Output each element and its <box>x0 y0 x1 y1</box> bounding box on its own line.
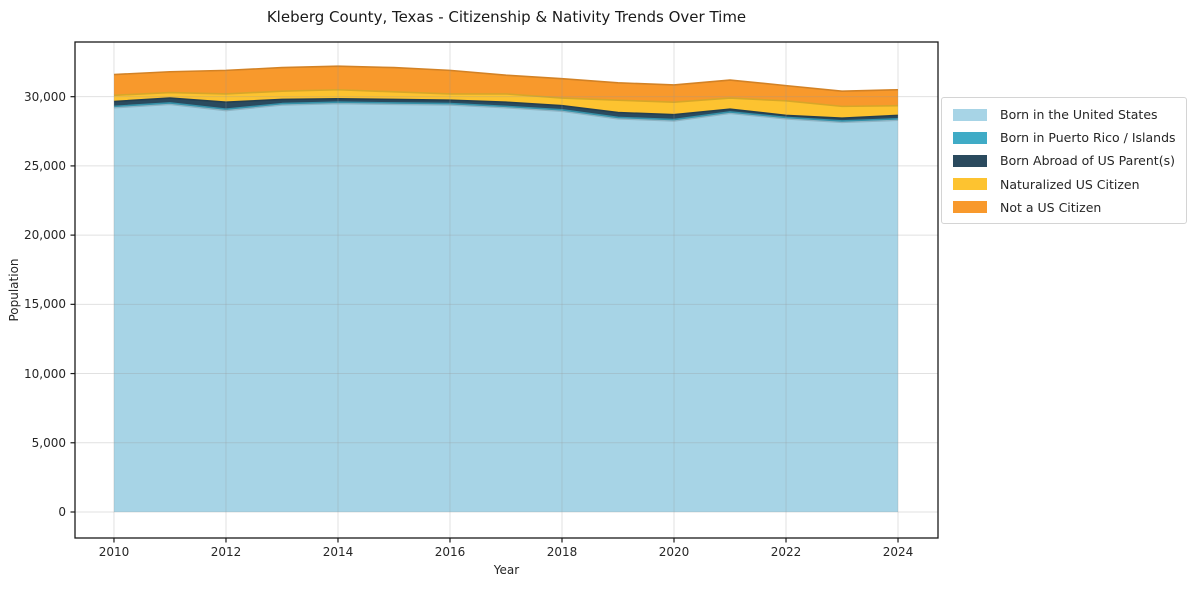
area-edge-0 <box>113 102 899 124</box>
legend-label: Born in Puerto Rico / Islands <box>1000 130 1176 146</box>
legend-swatch <box>953 201 987 214</box>
plot-border <box>74 41 939 539</box>
x-tick-label: 2012 <box>210 545 242 559</box>
y-tick-label: 10,000 <box>24 366 66 381</box>
y-tick-label: 15,000 <box>24 297 66 312</box>
legend-label: Naturalized US Citizen <box>1000 176 1140 192</box>
x-axis-label: Year <box>493 563 520 577</box>
legend-item: Born in the United States <box>942 103 1186 126</box>
y-tick-label: 30,000 <box>24 89 66 104</box>
area-series-4 <box>113 66 899 107</box>
legend-item: Naturalized US Citizen <box>942 173 1186 196</box>
x-tick-label: 2022 <box>770 545 802 559</box>
legend-swatch <box>953 178 987 191</box>
legend: Born in the United States Born in Puerto … <box>941 97 1187 224</box>
legend-label: Born Abroad of US Parent(s) <box>1000 153 1175 169</box>
legend-item: Born in Puerto Rico / Islands <box>942 126 1186 149</box>
legend-item: Born Abroad of US Parent(s) <box>942 149 1186 172</box>
legend-item: Not a US Citizen <box>942 196 1186 219</box>
area-edge-4 <box>113 65 899 92</box>
x-tick-label: 2018 <box>546 545 578 559</box>
y-axis-label: Population <box>7 258 21 322</box>
legend-swatch <box>953 131 987 144</box>
legend-swatch <box>953 108 987 121</box>
y-tick-label: 20,000 <box>24 228 66 243</box>
legend-label: Born in the United States <box>1000 107 1158 123</box>
x-tick-label: 2020 <box>658 545 690 559</box>
x-tick-label: 2024 <box>882 545 914 559</box>
area-edge-2 <box>113 97 899 119</box>
y-tick-label: 5,000 <box>31 435 66 450</box>
y-tick-label: 25,000 <box>24 158 66 173</box>
chart-title: Kleberg County, Texas - Citizenship & Na… <box>266 8 747 26</box>
legend-swatch <box>953 154 987 167</box>
y-tick-label: 0 <box>58 505 66 519</box>
area-series-0 <box>113 103 899 513</box>
area-series-3 <box>113 89 899 119</box>
x-tick-label: 2010 <box>98 545 130 559</box>
x-tick-label: 2016 <box>434 545 466 559</box>
x-tick-label: 2014 <box>322 545 354 559</box>
legend-label: Not a US Citizen <box>1000 199 1102 215</box>
area-edge-1 <box>113 101 899 122</box>
area-edge-3 <box>113 88 899 108</box>
